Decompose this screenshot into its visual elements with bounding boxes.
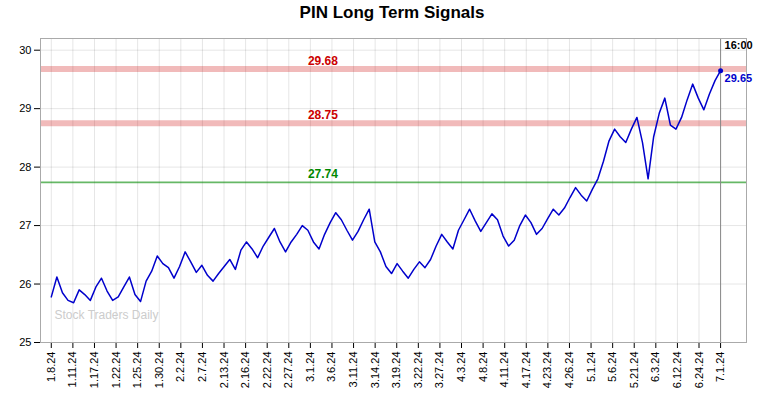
svg-text:3.6.24: 3.6.24 — [325, 352, 337, 383]
svg-text:26: 26 — [19, 278, 31, 290]
svg-text:3.11.24: 3.11.24 — [347, 352, 359, 388]
svg-text:2.13.24: 2.13.24 — [218, 352, 230, 389]
svg-text:29: 29 — [19, 102, 31, 114]
svg-text:5.1.24: 5.1.24 — [585, 352, 597, 383]
svg-text:7.1.24: 7.1.24 — [714, 352, 726, 383]
svg-text:28.75: 28.75 — [308, 108, 338, 122]
svg-text:6.3.24: 6.3.24 — [649, 352, 661, 383]
svg-text:30: 30 — [19, 44, 31, 56]
svg-text:29.68: 29.68 — [308, 54, 338, 68]
svg-text:1.22.24: 1.22.24 — [110, 352, 122, 389]
svg-text:2.16.24: 2.16.24 — [239, 352, 251, 389]
svg-text:4.3.24: 4.3.24 — [455, 352, 467, 383]
svg-text:6.12.24: 6.12.24 — [671, 352, 683, 389]
svg-text:3.27.24: 3.27.24 — [433, 352, 445, 389]
svg-text:27.74: 27.74 — [308, 167, 338, 181]
svg-text:1.17.24: 1.17.24 — [88, 352, 100, 389]
svg-text:3.22.24: 3.22.24 — [412, 352, 424, 389]
svg-text:4.23.24: 4.23.24 — [541, 352, 553, 389]
svg-text:3.19.24: 3.19.24 — [390, 352, 402, 389]
svg-text:1.11.24: 1.11.24 — [66, 352, 78, 388]
svg-text:3.1.24: 3.1.24 — [304, 352, 316, 383]
svg-text:16:00: 16:00 — [725, 39, 753, 51]
svg-text:25: 25 — [19, 336, 31, 348]
svg-text:4.8.24: 4.8.24 — [477, 352, 489, 383]
svg-text:4.26.24: 4.26.24 — [563, 352, 575, 389]
svg-text:4.11.24: 4.11.24 — [498, 352, 510, 388]
svg-text:4.17.24: 4.17.24 — [520, 352, 532, 389]
svg-text:27: 27 — [19, 219, 31, 231]
svg-text:28: 28 — [19, 161, 31, 173]
svg-text:29.65: 29.65 — [725, 72, 753, 84]
svg-text:2.2.24: 2.2.24 — [174, 352, 186, 383]
svg-text:Stock Traders Daily: Stock Traders Daily — [55, 308, 159, 322]
svg-text:5.21.24: 5.21.24 — [628, 352, 640, 389]
html-text:PIN Long Term Signals: PIN Long Term Signals — [299, 3, 485, 22]
svg-text:3.14.24: 3.14.24 — [369, 352, 381, 389]
svg-text:5.6.24: 5.6.24 — [606, 352, 618, 383]
svg-text:1.30.24: 1.30.24 — [153, 352, 165, 389]
svg-text:1.8.24: 1.8.24 — [45, 352, 57, 383]
svg-text:2.22.24: 2.22.24 — [261, 352, 273, 389]
svg-text:6.24.24: 6.24.24 — [693, 352, 705, 389]
svg-text:1.25.24: 1.25.24 — [131, 352, 143, 389]
svg-text:2.7.24: 2.7.24 — [196, 352, 208, 383]
svg-text:2.27.24: 2.27.24 — [282, 352, 294, 389]
